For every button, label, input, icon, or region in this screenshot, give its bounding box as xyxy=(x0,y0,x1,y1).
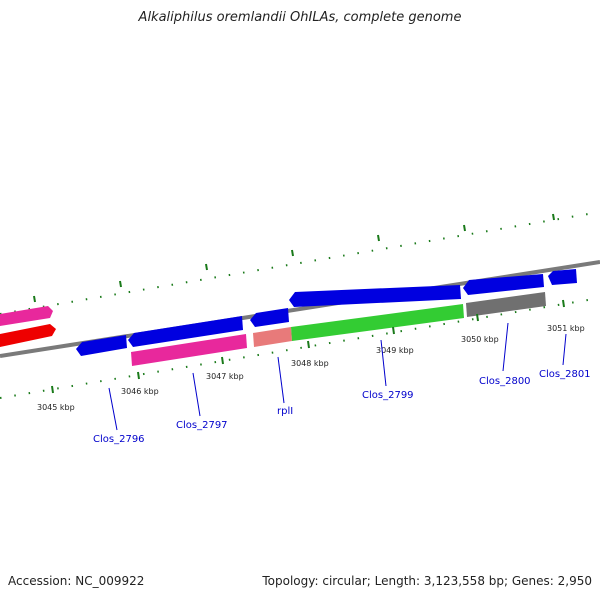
gene-arrow-clos-2801[interactable] xyxy=(548,269,577,285)
kbp-label: 3047 kbp xyxy=(206,372,244,381)
gene-label-clos-2797[interactable]: Clos_2797 xyxy=(176,420,228,431)
kbp-labels: 3045 kbp 3046 kbp 3047 kbp 3048 kbp 3049… xyxy=(37,324,585,412)
gene-label-clos-2799[interactable]: Clos_2799 xyxy=(362,390,414,401)
outer-major-ticks xyxy=(33,213,555,303)
kbp-label: 3046 kbp xyxy=(121,387,159,396)
kbp-label: 3051 kbp xyxy=(547,324,585,333)
gene-arrow-clos-2797[interactable] xyxy=(128,316,243,347)
gene-arrow-clos-2800[interactable] xyxy=(463,274,544,295)
gene-label-leaders xyxy=(108,322,567,431)
gene-arrow-pink-forward[interactable] xyxy=(0,306,53,326)
map-title: Alkaliphilus oremlandii OhILAs, complete… xyxy=(138,10,462,25)
gene-bar-gray[interactable] xyxy=(466,292,546,317)
gene-bar-green[interactable] xyxy=(291,304,464,341)
forward-strand-genes xyxy=(0,269,577,356)
gene-label-clos-2801[interactable]: Clos_2801 xyxy=(539,369,591,380)
gene-label-clos-2800[interactable]: Clos_2800 xyxy=(479,376,531,387)
kbp-label: 3049 kbp xyxy=(376,346,414,355)
gene-arrow-red-forward[interactable] xyxy=(0,324,56,347)
gene-arrow-clos-2796[interactable] xyxy=(76,335,127,356)
gene-labels: Clos_2796 Clos_2797 rplI Clos_2799 Clos_… xyxy=(93,369,591,445)
kbp-label: 3045 kbp xyxy=(37,403,75,412)
gene-arrow-clos-2799[interactable] xyxy=(289,285,461,307)
topology-text: Topology: circular; Length: 3,123,558 bp… xyxy=(262,574,592,588)
kbp-label: 3050 kbp xyxy=(461,335,499,344)
gene-bar-pink[interactable] xyxy=(131,334,247,366)
kbp-label: 3048 kbp xyxy=(291,359,329,368)
inner-major-ticks xyxy=(51,299,565,394)
gene-label-rpli[interactable]: rplI xyxy=(277,406,293,417)
reverse-strand-genes xyxy=(131,292,546,366)
gene-arrow-rpli[interactable] xyxy=(250,308,289,327)
accession-text: Accession: NC_009922 xyxy=(8,574,145,588)
gene-bar-salmon[interactable] xyxy=(253,327,292,347)
gene-label-clos-2796[interactable]: Clos_2796 xyxy=(93,434,145,445)
